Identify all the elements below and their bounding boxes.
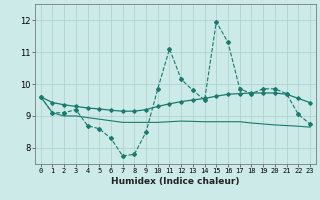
X-axis label: Humidex (Indice chaleur): Humidex (Indice chaleur) [111,177,240,186]
